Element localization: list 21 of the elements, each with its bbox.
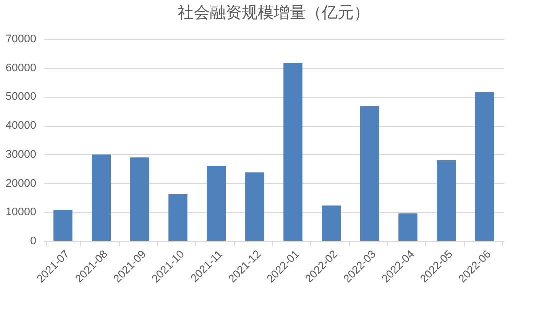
y-tick-label: 0 (30, 236, 36, 248)
bar (398, 214, 418, 241)
bar (360, 106, 380, 241)
bar (168, 194, 188, 241)
y-tick-label: 50000 (6, 91, 36, 104)
bar (92, 154, 111, 241)
bar (130, 158, 150, 241)
bar (284, 63, 303, 241)
bar (475, 92, 494, 241)
y-tick-label: 30000 (6, 148, 36, 161)
y-tick-label: 20000 (6, 178, 36, 190)
chart-title: 社会融资规模增量（亿元） (178, 3, 370, 22)
bar (245, 172, 264, 241)
bar (322, 206, 341, 241)
y-tick-label: 70000 (6, 34, 36, 46)
bar (207, 166, 226, 241)
bar (437, 160, 456, 241)
bar (54, 210, 73, 241)
y-tick-label: 60000 (6, 62, 36, 74)
y-tick-label: 10000 (6, 206, 36, 219)
y-tick-label: 40000 (6, 120, 36, 132)
